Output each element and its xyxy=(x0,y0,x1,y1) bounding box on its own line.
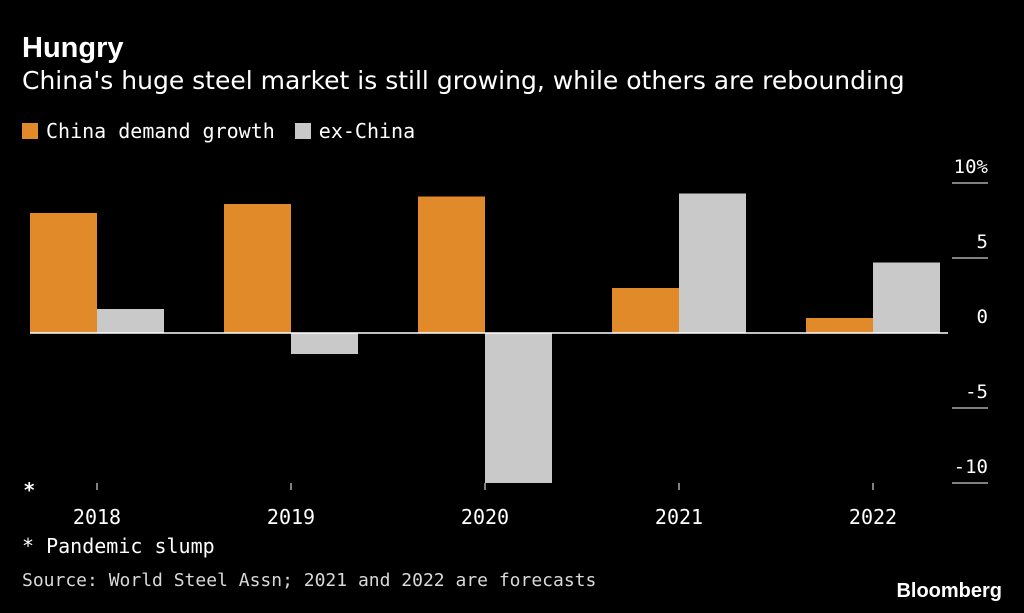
chart-subtitle: China's huge steel market is still growi… xyxy=(22,66,905,95)
legend-swatch-china xyxy=(22,123,38,139)
x-tick-label-2022: 2022 xyxy=(849,505,897,529)
bar-ex-china-2020 xyxy=(485,333,552,483)
bar-ex-china-2019 xyxy=(291,333,358,354)
bar-china-2020 xyxy=(418,196,485,333)
legend-item-ex-china: ex-China xyxy=(294,119,416,143)
bar-china-2021 xyxy=(612,288,679,333)
x-tick-label-2018: 2018 xyxy=(73,505,121,529)
source-note: Source: World Steel Assn; 2021 and 2022 … xyxy=(22,570,597,591)
bar-china-2018 xyxy=(30,213,97,333)
legend-item-china: China demand growth xyxy=(22,119,275,143)
x-tick-label-2020: 2020 xyxy=(461,505,509,529)
y-tick-label-4: -10 xyxy=(954,456,988,478)
legend-label-ex-china: ex-China xyxy=(318,119,416,143)
legend-swatch-ex-china xyxy=(294,123,311,139)
legend-label-china: China demand growth xyxy=(46,119,275,143)
x-tick-label-2019: 2019 xyxy=(267,505,315,529)
y-tick-label-3: -5 xyxy=(965,381,988,403)
chart-title: Hungry xyxy=(22,32,124,64)
footnote: * Pandemic slump xyxy=(22,534,215,558)
bar-ex-china-2021 xyxy=(679,193,746,333)
y-tick-label-2: 0 xyxy=(977,306,988,328)
brand-logo: Bloomberg xyxy=(896,580,1002,602)
bar-china-2019 xyxy=(224,204,291,333)
y-tick-label-0: 10% xyxy=(954,156,989,178)
bar-china-2022 xyxy=(806,318,873,333)
x-tick-label-2021: 2021 xyxy=(655,505,703,529)
bar-ex-china-2018 xyxy=(97,309,164,333)
y-tick-label-1: 5 xyxy=(977,231,988,253)
bar-ex-china-2022 xyxy=(873,262,940,333)
annotation-marker: * xyxy=(24,478,35,502)
legend: China demand growth ex-China xyxy=(22,119,435,143)
